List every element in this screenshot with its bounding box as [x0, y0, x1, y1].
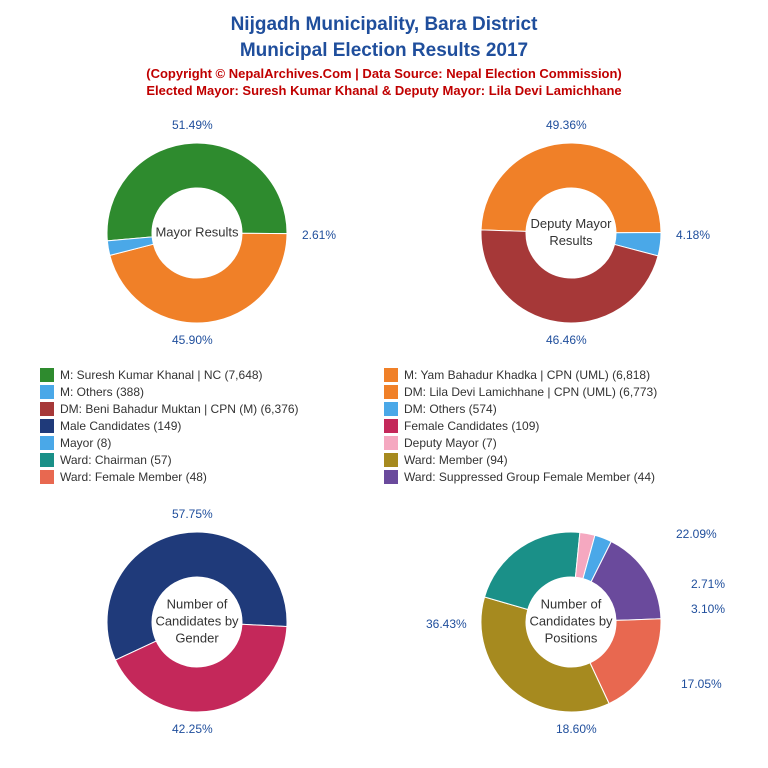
slice-label: 46.46% [546, 333, 587, 347]
deputy-chart: Deputy Mayor Results 49.36% 4.18% 46.46% [396, 108, 746, 358]
legend-item: Female Candidates (109) [384, 419, 728, 433]
legend-text: DM: Beni Bahadur Muktan | CPN (M) (6,376… [60, 402, 299, 416]
page-title-1: Nijgadh Municipality, Bara District [10, 14, 758, 36]
slice-label: 2.61% [302, 228, 336, 242]
legend-swatch [40, 419, 54, 433]
legend-text: DM: Lila Devi Lamichhane | CPN (UML) (6,… [404, 385, 657, 399]
legend-swatch [40, 453, 54, 467]
legend-item: Ward: Chairman (57) [40, 453, 384, 467]
slice-label: 51.49% [172, 118, 213, 132]
legend-right: M: Yam Bahadur Khadka | CPN (UML) (6,818… [384, 368, 728, 487]
legend-swatch [384, 470, 398, 484]
legend-text: Female Candidates (109) [404, 419, 539, 433]
donut-center-label: Number of Candidates by Positions [526, 597, 616, 648]
slice-label: 2.71% [691, 577, 725, 591]
legend-item: Mayor (8) [40, 436, 384, 450]
legend-item: Ward: Female Member (48) [40, 470, 384, 484]
legend-swatch [40, 402, 54, 416]
legend: M: Suresh Kumar Khanal | NC (7,648) M: Ot… [10, 368, 758, 487]
copyright-line: (Copyright © NepalArchives.Com | Data So… [10, 66, 758, 81]
slice-label: 36.43% [426, 617, 467, 631]
legend-left: M: Suresh Kumar Khanal | NC (7,648) M: Ot… [40, 368, 384, 487]
legend-swatch [384, 436, 398, 450]
positions-chart: Number of Candidates by Positions 36.43% 2… [396, 497, 746, 747]
page-title-2: Municipal Election Results 2017 [10, 40, 758, 62]
legend-text: Ward: Member (94) [404, 453, 508, 467]
slice-label: 45.90% [172, 333, 213, 347]
slice-label: 49.36% [546, 118, 587, 132]
legend-text: Ward: Female Member (48) [60, 470, 207, 484]
slice-label: 57.75% [172, 507, 213, 521]
donut-center-label: Number of Candidates by Gender [152, 597, 242, 648]
donut-center-label: Deputy Mayor Results [526, 216, 616, 250]
legend-item: Male Candidates (149) [40, 419, 384, 433]
slice-label: 18.60% [556, 722, 597, 736]
legend-item: M: Others (388) [40, 385, 384, 399]
legend-text: Male Candidates (149) [60, 419, 181, 433]
legend-swatch [384, 368, 398, 382]
legend-item: M: Suresh Kumar Khanal | NC (7,648) [40, 368, 384, 382]
legend-text: M: Yam Bahadur Khadka | CPN (UML) (6,818… [404, 368, 650, 382]
slice-label: 17.05% [681, 677, 722, 691]
legend-swatch [40, 368, 54, 382]
bottom-charts-row: Number of Candidates by Gender 57.75% 42.2… [10, 497, 758, 747]
legend-item: Deputy Mayor (7) [384, 436, 728, 450]
legend-item: DM: Lila Devi Lamichhane | CPN (UML) (6,… [384, 385, 728, 399]
legend-text: DM: Others (574) [404, 402, 497, 416]
legend-swatch [384, 419, 398, 433]
legend-item: DM: Others (574) [384, 402, 728, 416]
legend-swatch [40, 436, 54, 450]
legend-text: Ward: Chairman (57) [60, 453, 172, 467]
top-charts-row: Mayor Results 51.49% 45.90% 2.61% Deputy Ma… [10, 108, 758, 358]
elected-line: Elected Mayor: Suresh Kumar Khanal & Dep… [10, 83, 758, 98]
legend-swatch [40, 385, 54, 399]
legend-item: M: Yam Bahadur Khadka | CPN (UML) (6,818… [384, 368, 728, 382]
legend-text: M: Others (388) [60, 385, 144, 399]
legend-text: Ward: Suppressed Group Female Member (44… [404, 470, 655, 484]
legend-text: M: Suresh Kumar Khanal | NC (7,648) [60, 368, 263, 382]
slice-label: 3.10% [691, 602, 725, 616]
legend-item: Ward: Suppressed Group Female Member (44… [384, 470, 728, 484]
legend-swatch [384, 402, 398, 416]
legend-swatch [40, 470, 54, 484]
mayor-chart: Mayor Results 51.49% 45.90% 2.61% [22, 108, 372, 358]
legend-swatch [384, 385, 398, 399]
legend-text: Mayor (8) [60, 436, 111, 450]
legend-text: Deputy Mayor (7) [404, 436, 497, 450]
legend-swatch [384, 453, 398, 467]
slice-label: 42.25% [172, 722, 213, 736]
legend-item: DM: Beni Bahadur Muktan | CPN (M) (6,376… [40, 402, 384, 416]
slice-label: 22.09% [676, 527, 717, 541]
legend-item: Ward: Member (94) [384, 453, 728, 467]
gender-chart: Number of Candidates by Gender 57.75% 42.2… [22, 497, 372, 747]
slice-label: 4.18% [676, 228, 710, 242]
donut-center-label: Mayor Results [152, 225, 242, 242]
